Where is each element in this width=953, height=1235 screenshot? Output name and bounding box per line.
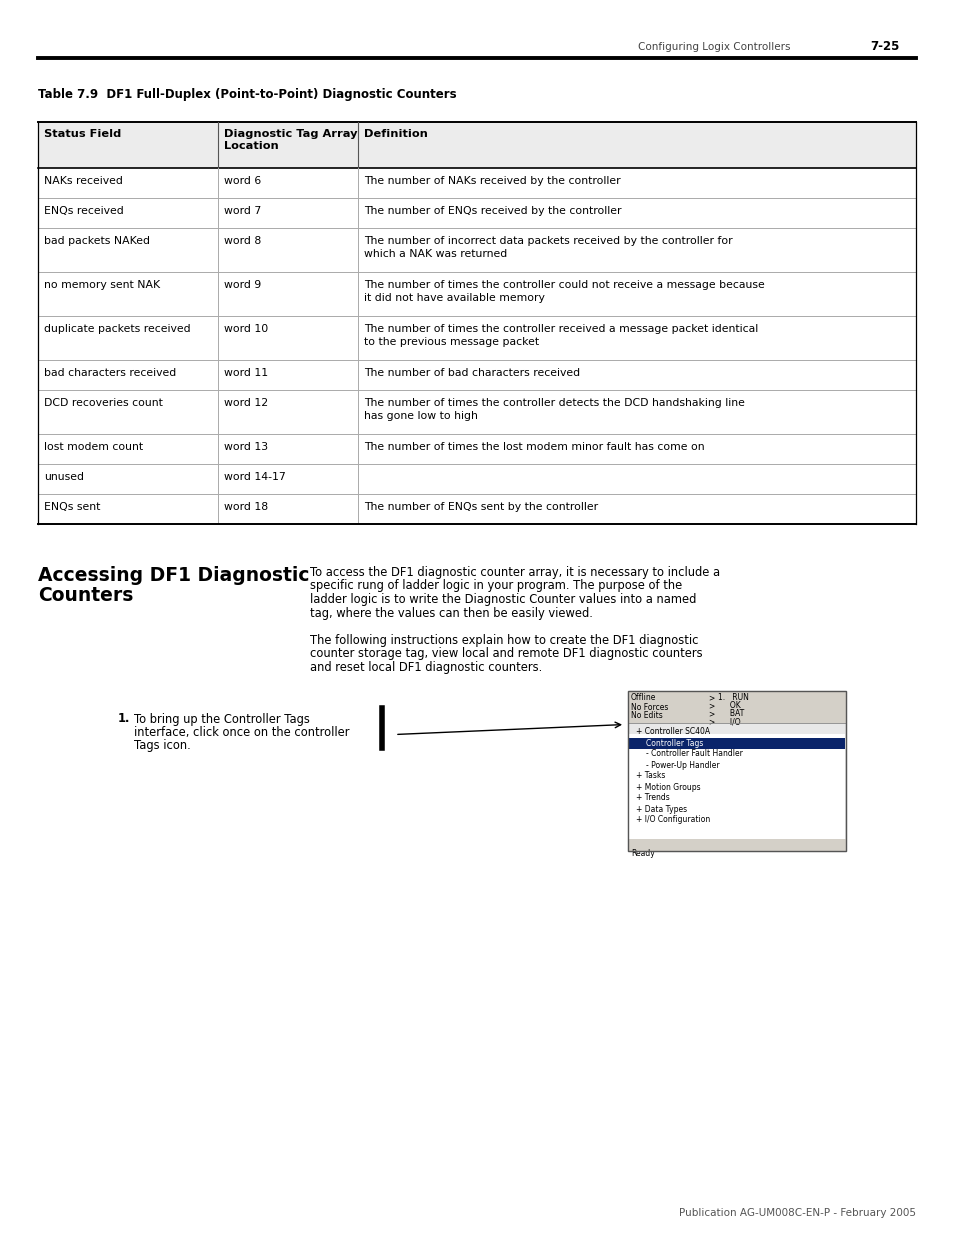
Text: The number of bad characters received: The number of bad characters received [364,368,579,378]
Text: Definition: Definition [364,128,428,140]
Text: + Motion Groups: + Motion Groups [636,783,700,792]
Bar [627,690,845,722]
Text: + Data Types: + Data Types [636,804,686,814]
Text: lost modem count: lost modem count [44,442,143,452]
Bar [38,122,915,168]
Text: 1.: 1. [118,713,131,725]
Text: word 14-17: word 14-17 [224,472,286,482]
Text: - Controller Fault Handler: - Controller Fault Handler [645,750,742,758]
Text: Controller Tags: Controller Tags [645,739,702,747]
Text: The following instructions explain how to create the DF1 diagnostic: The following instructions explain how t… [310,634,698,647]
Text: word 18: word 18 [224,501,268,513]
Text: + I/O Configuration: + I/O Configuration [636,815,709,825]
Text: Counters: Counters [38,585,133,605]
Text: >: > [707,701,714,710]
Text: ENQs sent: ENQs sent [44,501,100,513]
Text: tag, where the values can then be easily viewed.: tag, where the values can then be easily… [310,606,592,620]
Text: counter storage tag, view local and remote DF1 diagnostic counters: counter storage tag, view local and remo… [310,647,702,661]
Text: + Trends: + Trends [636,794,669,803]
Text: The number of times the controller received a message packet identical
to the pr: The number of times the controller recei… [364,324,758,347]
Text: ladder logic is to write the Diagnostic Counter values into a named: ladder logic is to write the Diagnostic … [310,593,696,606]
Text: BAT: BAT [718,709,743,719]
Text: The number of NAKs received by the controller: The number of NAKs received by the contr… [364,177,620,186]
Text: specific rung of ladder logic in your program. The purpose of the: specific rung of ladder logic in your pr… [310,579,681,593]
Text: The number of times the controller could not receive a message because
it did no: The number of times the controller could… [364,280,764,303]
Text: The number of times the lost modem minor fault has come on: The number of times the lost modem minor… [364,442,704,452]
Text: bad packets NAKed: bad packets NAKed [44,236,150,246]
Text: No Forces: No Forces [630,703,668,711]
Text: duplicate packets received: duplicate packets received [44,324,191,333]
Text: word 8: word 8 [224,236,261,246]
Text: word 11: word 11 [224,368,268,378]
Bar [627,690,845,851]
Text: The number of ENQs received by the controller: The number of ENQs received by the contr… [364,206,620,216]
Text: no memory sent NAK: no memory sent NAK [44,280,160,290]
Text: bad characters received: bad characters received [44,368,176,378]
Text: 1.   RUN: 1. RUN [718,694,748,703]
Text: Configuring Logix Controllers: Configuring Logix Controllers [638,42,790,52]
Text: word 13: word 13 [224,442,268,452]
Text: NAKs received: NAKs received [44,177,123,186]
Text: + Controller SC40A: + Controller SC40A [636,727,709,736]
Text: Publication AG-UM008C-EN-P - February 2005: Publication AG-UM008C-EN-P - February 20… [679,1208,915,1218]
Text: I/O: I/O [718,718,740,726]
Text: 7-25: 7-25 [869,41,899,53]
Text: >: > [707,709,714,719]
Text: - Power-Up Handler: - Power-Up Handler [645,761,719,769]
Text: interface, click once on the controller: interface, click once on the controller [133,726,349,739]
Text: and reset local DF1 diagnostic counters.: and reset local DF1 diagnostic counters. [310,661,541,674]
Text: >: > [707,694,714,703]
Text: word 12: word 12 [224,398,268,408]
Text: Ready: Ready [630,850,654,858]
Text: word 9: word 9 [224,280,261,290]
Text: To access the DF1 diagnostic counter array, it is necessary to include a: To access the DF1 diagnostic counter arr… [310,566,720,579]
Text: unused: unused [44,472,84,482]
Text: Offline: Offline [630,694,656,703]
Text: The number of incorrect data packets received by the controller for
which a NAK : The number of incorrect data packets rec… [364,236,732,259]
Bar [627,690,845,851]
Text: OK: OK [718,701,740,710]
Text: + Tasks: + Tasks [636,772,664,781]
Text: Table 7.9  DF1 Full-Duplex (Point-to-Point) Diagnostic Counters: Table 7.9 DF1 Full-Duplex (Point-to-Poin… [38,88,456,101]
Text: The number of ENQs sent by the controller: The number of ENQs sent by the controlle… [364,501,598,513]
Text: ENQs received: ENQs received [44,206,124,216]
Text: No Edits: No Edits [630,711,662,720]
Bar [627,839,845,851]
Text: Tags icon.: Tags icon. [133,740,191,752]
Text: The number of times the controller detects the DCD handshaking line
has gone low: The number of times the controller detec… [364,398,744,421]
Text: word 6: word 6 [224,177,261,186]
Bar [628,737,844,748]
Text: To bring up the Controller Tags: To bring up the Controller Tags [133,713,310,725]
Text: word 7: word 7 [224,206,261,216]
Text: >: > [707,718,714,726]
Text: DCD recoveries count: DCD recoveries count [44,398,163,408]
Text: Accessing DF1 Diagnostic: Accessing DF1 Diagnostic [38,566,309,585]
Text: word 10: word 10 [224,324,268,333]
Text: Diagnostic Tag Array
Location: Diagnostic Tag Array Location [224,128,357,152]
Bar [628,734,844,850]
Text: Status Field: Status Field [44,128,121,140]
